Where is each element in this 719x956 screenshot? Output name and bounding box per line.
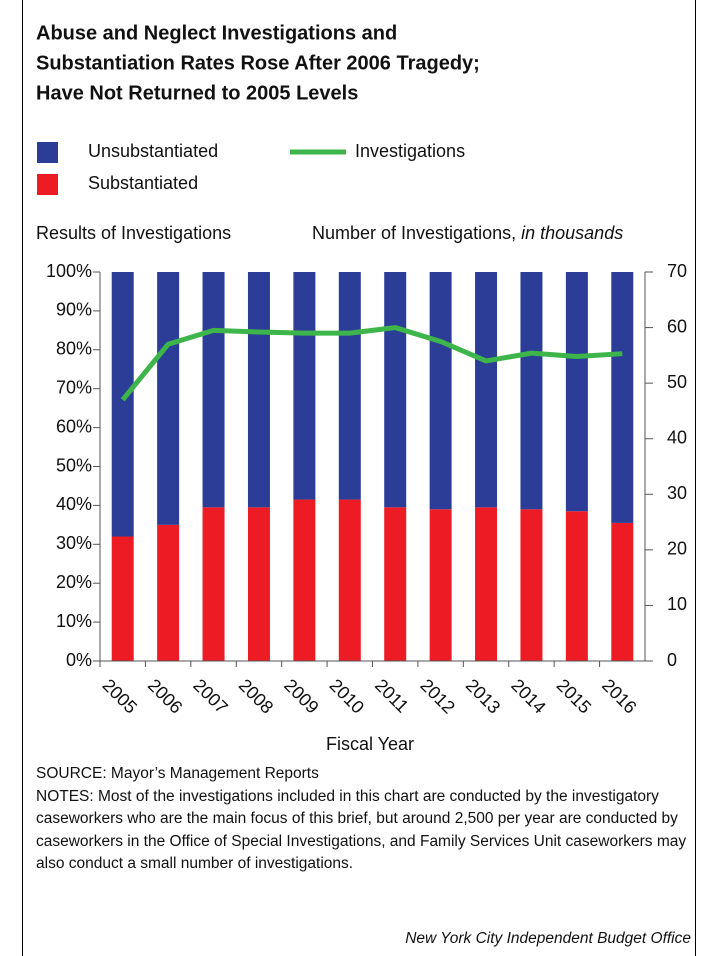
x-tick-label: 2013 [462,675,504,717]
x-tick-label: 2012 [416,675,458,717]
bar [111,536,134,661]
x-tick-label: 2016 [598,675,640,717]
y-tick-label: 40% [56,494,92,514]
bar [384,272,407,508]
bar [338,499,361,661]
y-tick-label: 80% [56,339,92,359]
bar [202,507,225,661]
y-tick-label: 100% [46,261,92,281]
bar [111,272,134,537]
x-tick-label: 2005 [99,675,141,717]
x-tick-label: 2009 [280,675,322,717]
bar [429,509,452,661]
y-tick-label: 70% [56,377,92,397]
credit: New York City Independent Budget Office [405,930,691,947]
y2-tick-label: 0 [667,650,677,670]
bar [520,272,543,510]
bar [293,499,316,661]
frame [22,0,696,956]
bar [475,507,498,661]
x-tick-label: 2008 [235,675,277,717]
x-tick-label: 2011 [371,675,413,717]
bar [202,272,225,508]
x-tick-label: 2010 [326,675,368,717]
x-tick-label: 2014 [507,675,549,717]
bar [475,272,498,508]
y2-tick-label: 50 [667,372,687,392]
y2-tick-label: 20 [667,539,687,559]
y2-axis-title: Number of Investigations, in thousands [312,223,623,243]
x-tick-label: 2007 [189,675,231,717]
bar [247,272,270,508]
y2-tick-label: 30 [667,483,687,503]
y2-axis-unit: in thousands [521,223,623,243]
chart-title: Abuse and Neglect Investigations and [36,22,397,44]
y2-tick-label: 70 [667,261,687,281]
notes-text: NOTES: Most of the investigations includ… [36,787,687,873]
y-tick-label: 90% [56,300,92,320]
x-tick-label: 2015 [553,675,595,717]
y-tick-label: 0% [66,650,92,670]
legend-swatch [37,174,58,195]
y-tick-label: 60% [56,416,92,436]
chart-title: Substantiation Rates Rose After 2006 Tra… [36,52,480,74]
bar [293,272,316,500]
bar [565,272,588,512]
legend-swatch [37,142,58,163]
legend-label: Substantiated [88,173,198,193]
bar [384,507,407,661]
y-tick-label: 50% [56,455,92,475]
y2-tick-label: 60 [667,316,687,336]
y-tick-label: 30% [56,533,92,553]
source: SOURCE: Mayor’s Management Reports [36,765,319,782]
bar [611,272,634,523]
y2-axis-title-main: Number of Investigations, [312,223,516,243]
legend-label: Investigations [355,141,465,161]
y2-tick-label: 40 [667,427,687,447]
x-tick-label: 2006 [144,675,186,717]
bar [338,272,361,500]
bar [520,509,543,661]
bar [611,522,634,661]
bar [157,272,180,525]
chart-title: Have Not Returned to 2005 Levels [36,82,358,104]
y-tick-label: 10% [56,611,92,631]
line [120,325,623,402]
y2-tick-label: 10 [667,594,687,614]
bar [157,524,180,661]
bar [429,272,452,510]
bar [247,507,270,661]
chart: Abuse and Neglect Investigations and Sub… [36,22,687,754]
legend-label: Unsubstantiated [88,141,218,161]
y-axis-title: Results of Investigations [36,223,231,243]
y-tick-label: 20% [56,572,92,592]
bar [565,511,588,661]
notes: SOURCE: Mayor’s Management Reports NOTES… [36,763,696,876]
x-axis-title: Fiscal Year [326,734,414,754]
